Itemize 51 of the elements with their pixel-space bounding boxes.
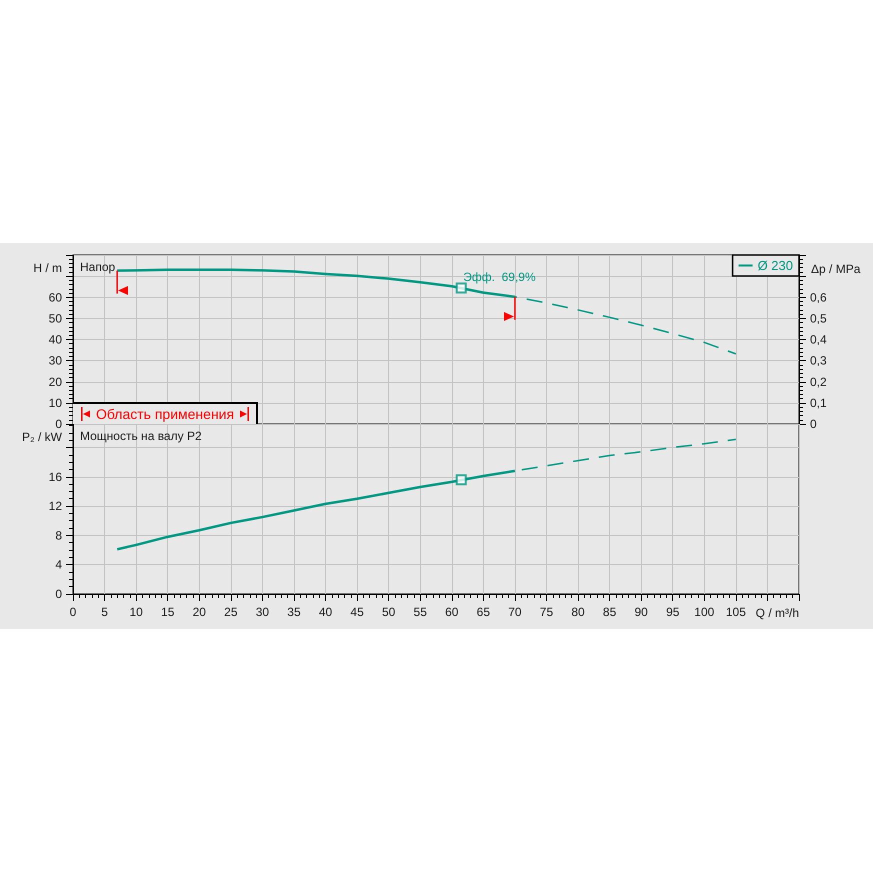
y2-tick-label: 0,3 xyxy=(810,354,828,368)
y-tick-label: 20 xyxy=(48,374,62,389)
x-tick-label: 85 xyxy=(602,605,617,619)
y-tick-label: 16 xyxy=(48,470,62,484)
x-tick-label: 30 xyxy=(256,605,270,619)
x-tick-label: 10 xyxy=(129,605,144,619)
y-tick-label: 50 xyxy=(48,311,62,326)
x-tick-label: 45 xyxy=(350,605,364,619)
x-tick-label: 50 xyxy=(382,605,396,619)
y2-tick-label: 0,1 xyxy=(810,396,828,410)
y-tick-label: 10 xyxy=(48,396,62,410)
x-tick-label: 65 xyxy=(476,605,490,619)
annotation: Область применения xyxy=(96,405,234,424)
y-tick-label: 30 xyxy=(48,354,62,368)
y2-tick-label: 0,4 xyxy=(810,332,828,346)
y-tick-label: 40 xyxy=(48,332,62,346)
x-tick-label: 90 xyxy=(634,605,648,619)
x-tick-label: 75 xyxy=(540,605,554,619)
y-tick-label: 60 xyxy=(48,290,62,304)
y-axis-title: H / m xyxy=(33,261,62,275)
y-tick-label: 0 xyxy=(55,417,62,431)
x-tick-label: 0 xyxy=(70,605,77,619)
y-axis-title: P₂ / kW xyxy=(22,430,63,444)
y2-axis-title: Δp / MPa xyxy=(811,262,861,276)
y2-tick-label: 0,6 xyxy=(810,290,828,304)
x-tick-label: 15 xyxy=(161,605,175,619)
y2-tick-label: 0,2 xyxy=(810,374,828,389)
x-tick-label: 20 xyxy=(192,605,206,619)
legend-label: Ø 230 xyxy=(758,258,794,273)
label-box: Область применения xyxy=(73,402,258,424)
chart-title: Мощность на валу P2 xyxy=(80,429,202,443)
y2-tick-label: 0,5 xyxy=(810,311,828,326)
x-axis-title: Q / m³/h xyxy=(756,606,799,620)
y2-tick-label: 0 xyxy=(810,417,817,431)
x-tick-label: 55 xyxy=(414,605,428,619)
x-tick-label: 95 xyxy=(666,605,680,619)
y-tick-label: 0 xyxy=(55,587,62,601)
x-tick-label: 70 xyxy=(508,605,522,619)
y-tick-label: 4 xyxy=(55,558,62,572)
x-tick-label: 25 xyxy=(224,605,238,619)
y-tick-label: 12 xyxy=(48,499,62,514)
x-tick-label: 100 xyxy=(694,605,715,619)
x-tick-label: 40 xyxy=(318,605,333,619)
x-tick-label: 80 xyxy=(571,605,586,619)
x-tick-label: 5 xyxy=(101,605,108,619)
annotation: Эфф. 69,9% xyxy=(463,270,536,284)
text: Напор xyxy=(80,260,116,274)
x-tick-label: 105 xyxy=(726,605,746,619)
x-tick-label: 35 xyxy=(287,605,301,619)
x-tick-label: 60 xyxy=(445,605,459,619)
y-tick-label: 8 xyxy=(55,528,62,542)
